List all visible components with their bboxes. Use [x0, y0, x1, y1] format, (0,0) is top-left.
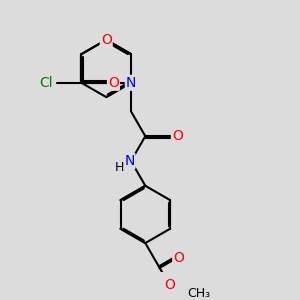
- Text: O: O: [164, 278, 175, 292]
- Text: Cl: Cl: [39, 76, 53, 90]
- Text: O: O: [101, 33, 112, 47]
- Text: O: O: [108, 76, 119, 90]
- Text: O: O: [172, 129, 183, 143]
- Text: N: N: [126, 76, 136, 90]
- Text: O: O: [173, 251, 184, 265]
- Text: CH₃: CH₃: [187, 287, 210, 300]
- Text: N: N: [124, 154, 134, 168]
- Text: H: H: [115, 160, 124, 174]
